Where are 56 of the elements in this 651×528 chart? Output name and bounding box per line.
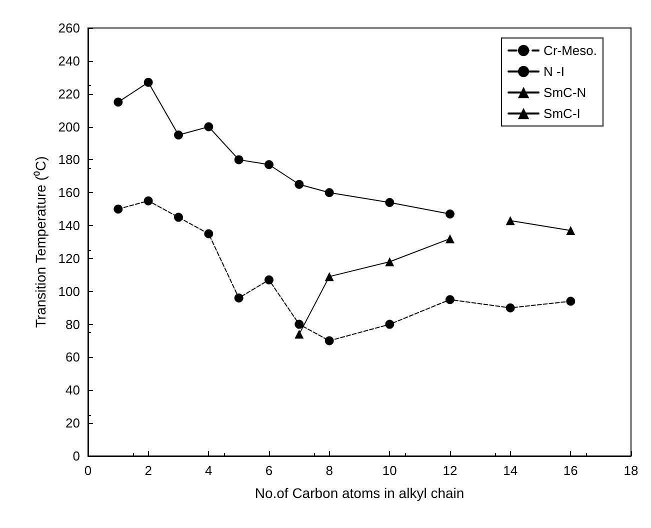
y-tick-label: 220 [58, 86, 80, 102]
point [324, 336, 334, 346]
point [324, 272, 334, 282]
y-tick-label: 20 [66, 416, 80, 431]
x-axis-title: No.of Carbon atoms in alkyl chain [254, 485, 464, 501]
x-tick-label: 10 [382, 463, 397, 478]
legend-label: SmC-N [544, 85, 586, 100]
y-tick-label: 140 [58, 218, 80, 234]
point [114, 204, 123, 214]
point [566, 296, 576, 306]
point [294, 180, 304, 189]
legend-label: SmC-I [544, 106, 580, 121]
point [174, 130, 183, 140]
point [385, 257, 394, 266]
x-tick-label: 8 [326, 463, 333, 478]
x-tick-label: 0 [84, 463, 92, 478]
y-tick-label: 60 [66, 350, 80, 365]
point [204, 122, 214, 132]
y-tick-label: 0 [72, 448, 80, 464]
point [446, 295, 454, 304]
point [114, 98, 123, 107]
x-tick-label: 4 [205, 463, 212, 478]
point [446, 234, 454, 244]
x-tick-label: 18 [624, 463, 638, 478]
x-tick-label: 12 [442, 463, 458, 478]
point [144, 78, 153, 87]
y-tick-label: 200 [58, 119, 80, 134]
y-tick-label: 80 [66, 316, 80, 332]
point [234, 155, 244, 164]
point [446, 210, 454, 219]
legend-label: Cr-Meso. [544, 43, 598, 58]
x-tick-label: 14 [503, 463, 518, 478]
x-tick-label: 16 [563, 463, 578, 478]
y-tick-label: 160 [58, 185, 80, 200]
point [385, 320, 394, 329]
point [385, 198, 394, 207]
legend-label: N -I [544, 64, 565, 79]
y-tick-label: 40 [66, 382, 80, 398]
y-tick-label: 120 [58, 250, 80, 266]
point [204, 229, 214, 238]
y-axis-title: Transition Temperature (⁰C) [32, 156, 48, 328]
point [174, 212, 183, 222]
point [144, 196, 153, 206]
y-tick-label: 260 [58, 20, 80, 36]
point [234, 293, 244, 302]
x-tick-label: 2 [144, 463, 152, 478]
point [506, 303, 515, 312]
y-tick-label: 100 [58, 284, 80, 299]
y-tick-label: 240 [58, 53, 80, 68]
point [264, 275, 274, 284]
x-tick-label: 6 [265, 463, 273, 478]
y-tick-label: 180 [58, 152, 80, 168]
point [324, 188, 334, 198]
point [294, 330, 304, 339]
point [264, 160, 274, 170]
point [294, 320, 304, 329]
